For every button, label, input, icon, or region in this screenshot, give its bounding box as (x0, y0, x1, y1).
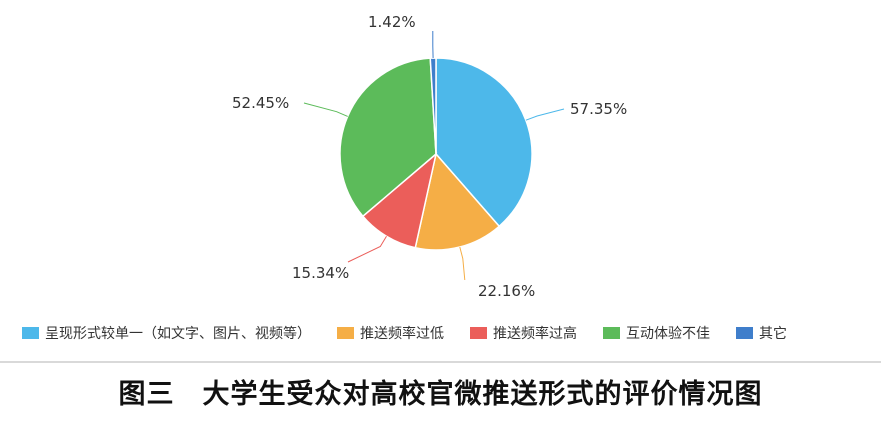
figure-caption: 图三 大学生受众对高校官微推送形式的评价情况图 (118, 379, 763, 410)
legend-item-other[interactable]: 其它 (736, 323, 787, 343)
data-label: 1.42% (368, 13, 416, 31)
legend-item-poor-interaction[interactable]: 互动体验不佳 (603, 323, 710, 343)
legend-label: 推送频率过低 (360, 326, 444, 342)
legend-item-low-frequency[interactable]: 推送频率过低 (337, 323, 444, 343)
legend-label: 互动体验不佳 (626, 326, 710, 342)
leader-line (347, 236, 387, 263)
legend-swatch (603, 327, 620, 339)
pie-chart: 57.35% 22.16% 15.34% 52.45% 1.42% (232, 13, 627, 300)
legend: 呈现形式较单一（如文字、图片、视频等） 推送频率过低 推送频率过高 互动体验不佳… (22, 322, 813, 344)
slice-single-format[interactable] (435, 57, 533, 228)
slice-other[interactable] (429, 57, 437, 155)
leader-line (459, 246, 466, 281)
legend-swatch (337, 327, 354, 339)
legend-label: 其它 (759, 326, 787, 342)
legend-item-single-format[interactable]: 呈现形式较单一（如文字、图片、视频等） (22, 323, 311, 343)
data-label: 22.16% (478, 282, 535, 300)
legend-swatch (470, 327, 487, 339)
leader-line (525, 108, 565, 121)
divider (0, 361, 881, 363)
data-label: 15.34% (292, 264, 349, 282)
data-label: 52.45% (232, 94, 289, 112)
legend-label: 呈现形式较单一（如文字、图片、视频等） (45, 326, 311, 342)
slice-poor-interaction[interactable] (339, 57, 437, 218)
data-label: 57.35% (570, 100, 627, 118)
legend-item-high-frequency[interactable]: 推送频率过高 (470, 323, 577, 343)
legend-swatch (22, 327, 39, 339)
legend-swatch (736, 327, 753, 339)
leader-line (303, 102, 348, 117)
legend-label: 推送频率过高 (493, 326, 577, 342)
